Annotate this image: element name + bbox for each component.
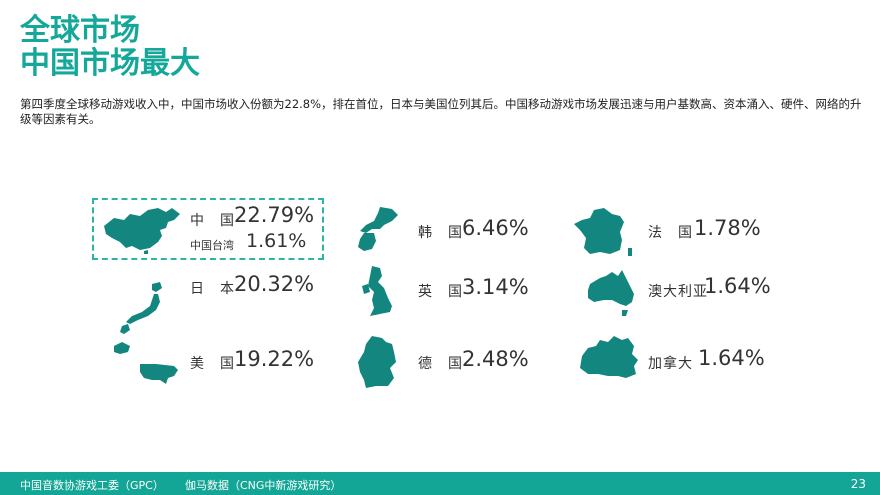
korea-map-icon (352, 207, 400, 253)
japan-map-icon (118, 282, 170, 336)
china-map-icon (100, 206, 184, 254)
taiwan-label: 中国台湾 (190, 239, 234, 252)
usa-value: 19.22% (234, 347, 315, 371)
france-value: 1.78% (694, 216, 761, 240)
australia-map-icon (586, 270, 638, 316)
japan-value: 20.32% (234, 272, 315, 296)
germany-label: 德 国 (418, 356, 463, 372)
canada-map-icon (578, 336, 640, 382)
france-label: 法 国 (648, 225, 693, 241)
australia-label: 澳大利亚 (648, 284, 708, 300)
taiwan-value: 1.61% (246, 230, 307, 252)
page-title: 全球市场 中国市场最大 (20, 14, 200, 80)
page-number: 23 (850, 477, 866, 491)
germany-map-icon (356, 336, 400, 388)
japan-label: 日 本 (190, 281, 235, 297)
china-value: 22.79% (234, 203, 315, 227)
footer-bar: 中国音数协游戏工委（GPC） 伽马数据（CNG中新游戏研究） 23 (0, 472, 880, 495)
germany-value: 2.48% (462, 347, 529, 371)
description-text: 第四季度全球移动游戏收入中，中国市场收入份额为22.8%，排在首位，日本与美国位… (20, 97, 862, 126)
australia-value: 1.64% (704, 274, 771, 298)
france-map-icon (574, 208, 634, 260)
footer-source-2: 伽马数据（CNG中新游戏研究） (185, 479, 342, 492)
china-highlight-box (92, 198, 324, 260)
uk-label: 英 国 (418, 284, 463, 300)
title-line-1: 全球市场 (20, 13, 140, 48)
korea-label: 韩 国 (418, 225, 463, 241)
title-line-2: 中国市场最大 (20, 46, 200, 81)
footer-source-1: 中国音数协游戏工委（GPC） (20, 479, 164, 492)
uk-value: 3.14% (462, 275, 529, 299)
china-label: 中 国 (190, 213, 235, 229)
usa-label: 美 国 (190, 356, 235, 372)
canada-label: 加拿大 (648, 356, 693, 372)
usa-map-icon (112, 342, 180, 384)
korea-value: 6.46% (462, 216, 529, 240)
uk-map-icon (360, 266, 396, 318)
canada-value: 1.64% (698, 346, 765, 370)
